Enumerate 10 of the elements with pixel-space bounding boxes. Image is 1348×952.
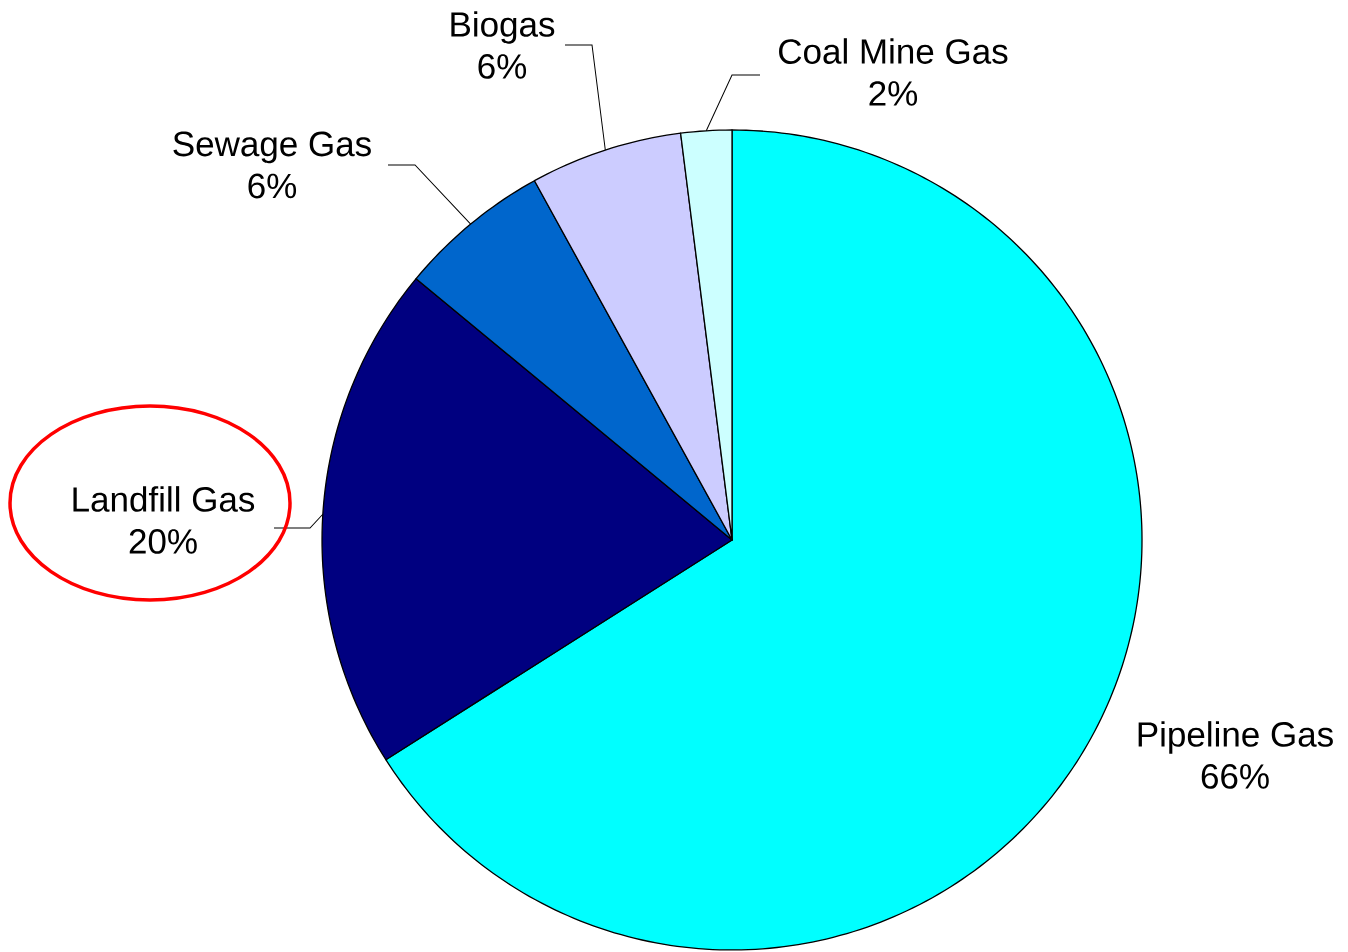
data-label: 2% [869, 81, 918, 106]
slice-label: Coal Mine Gas [779, 38, 1008, 64]
slice-label: Biogas [451, 11, 555, 44]
slice-label: Pipeline Gas [1138, 721, 1333, 754]
data-label: 20% [129, 529, 197, 554]
slice-label: Landfill Gas [73, 486, 255, 512]
slice-label: Sewage Gas [173, 131, 371, 164]
data-label: 6% [478, 54, 527, 79]
data-label: 66% [1201, 764, 1269, 789]
data-label: 6% [248, 173, 297, 199]
